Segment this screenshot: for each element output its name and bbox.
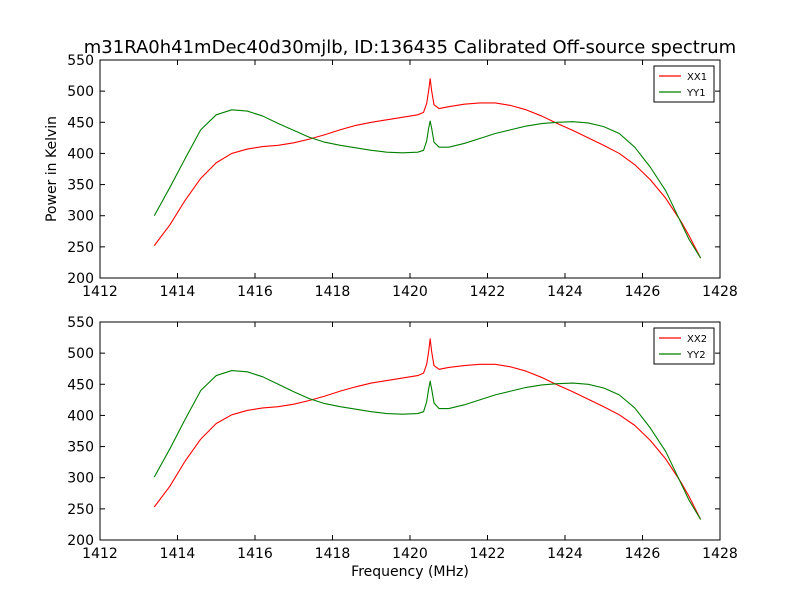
x-tick-label: 1418 xyxy=(315,546,351,562)
y-tick-label: 250 xyxy=(67,240,94,256)
y-tick-label: 550 xyxy=(67,53,94,69)
x-tick-label: 1428 xyxy=(702,284,738,300)
y-tick-label: 350 xyxy=(67,178,94,194)
y-tick-label: 300 xyxy=(67,209,94,225)
y-tick-label: 450 xyxy=(67,377,94,393)
x-tick-label: 1426 xyxy=(625,284,661,300)
y-tick-label: 500 xyxy=(67,346,94,362)
x-tick-label: 1420 xyxy=(392,546,428,562)
y-axis-label: Power in Kelvin xyxy=(44,116,60,222)
x-tick-label: 1416 xyxy=(237,284,273,300)
panel-top: 1412 1414 1416 1418 1420 1422 1424 1426 1428 200 2… xyxy=(67,53,738,300)
x-tick-label: 1422 xyxy=(470,284,506,300)
y-tick-label: 400 xyxy=(67,146,94,162)
legend-label-XX1: XX1 xyxy=(687,72,707,83)
y-tick-label: 200 xyxy=(67,271,94,287)
legend-label-YY1: YY1 xyxy=(686,88,706,99)
series-line-YY2 xyxy=(153,370,702,520)
legend-box xyxy=(653,65,715,103)
x-tick-label: 1420 xyxy=(392,284,428,300)
y-tick-label: 300 xyxy=(67,471,94,487)
x-tick-label: 1426 xyxy=(625,546,661,562)
x-tick-label: 1424 xyxy=(547,546,583,562)
x-tick-label: 1428 xyxy=(702,546,738,562)
y-tick-label: 550 xyxy=(67,315,94,331)
x-tick-label: 1418 xyxy=(315,284,351,300)
x-tick-label: 1412 xyxy=(82,284,118,300)
x-tick-label: 1422 xyxy=(470,546,506,562)
x-tick-label: 1414 xyxy=(160,284,196,300)
y-tick-label: 450 xyxy=(67,115,94,131)
x-tick-label: 1414 xyxy=(160,546,196,562)
plot-frame xyxy=(99,321,721,541)
chart-title: m31RA0h41mDec40d30mjlb, ID:136435 Calibr… xyxy=(84,37,736,58)
x-tick-label: 1424 xyxy=(547,284,583,300)
y-tick-label: 500 xyxy=(67,84,94,100)
legend-label-XX2: XX2 xyxy=(687,334,707,345)
series-line-YY1 xyxy=(153,109,702,259)
y-tick-label: 350 xyxy=(67,440,94,456)
x-axis-label: Frequency (MHz) xyxy=(351,564,469,580)
panel-bottom: 1412 1414 1416 1418 1420 1422 1424 1426 1428 200 2… xyxy=(67,315,738,562)
series-line-XX1 xyxy=(153,78,702,259)
y-tick-label: 200 xyxy=(67,533,94,549)
legend-box xyxy=(653,327,715,365)
legend-label-YY2: YY2 xyxy=(686,350,706,361)
plot-frame xyxy=(99,59,721,279)
y-tick-label: 400 xyxy=(67,408,94,424)
x-tick-label: 1416 xyxy=(237,546,273,562)
x-tick-label: 1412 xyxy=(82,546,118,562)
y-tick-label: 250 xyxy=(67,502,94,518)
series-line-XX2 xyxy=(153,338,702,520)
